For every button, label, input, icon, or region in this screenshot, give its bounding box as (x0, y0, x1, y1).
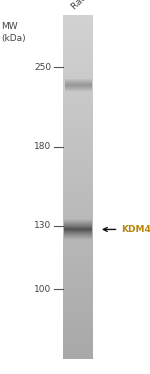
Text: KDM4A: KDM4A (122, 225, 150, 234)
Text: 180: 180 (34, 142, 51, 151)
Text: MW
(kDa): MW (kDa) (2, 22, 26, 43)
Text: Rat brain: Rat brain (70, 0, 106, 11)
Text: 130: 130 (34, 221, 51, 230)
Text: 100: 100 (34, 285, 51, 294)
Text: 250: 250 (34, 62, 51, 71)
